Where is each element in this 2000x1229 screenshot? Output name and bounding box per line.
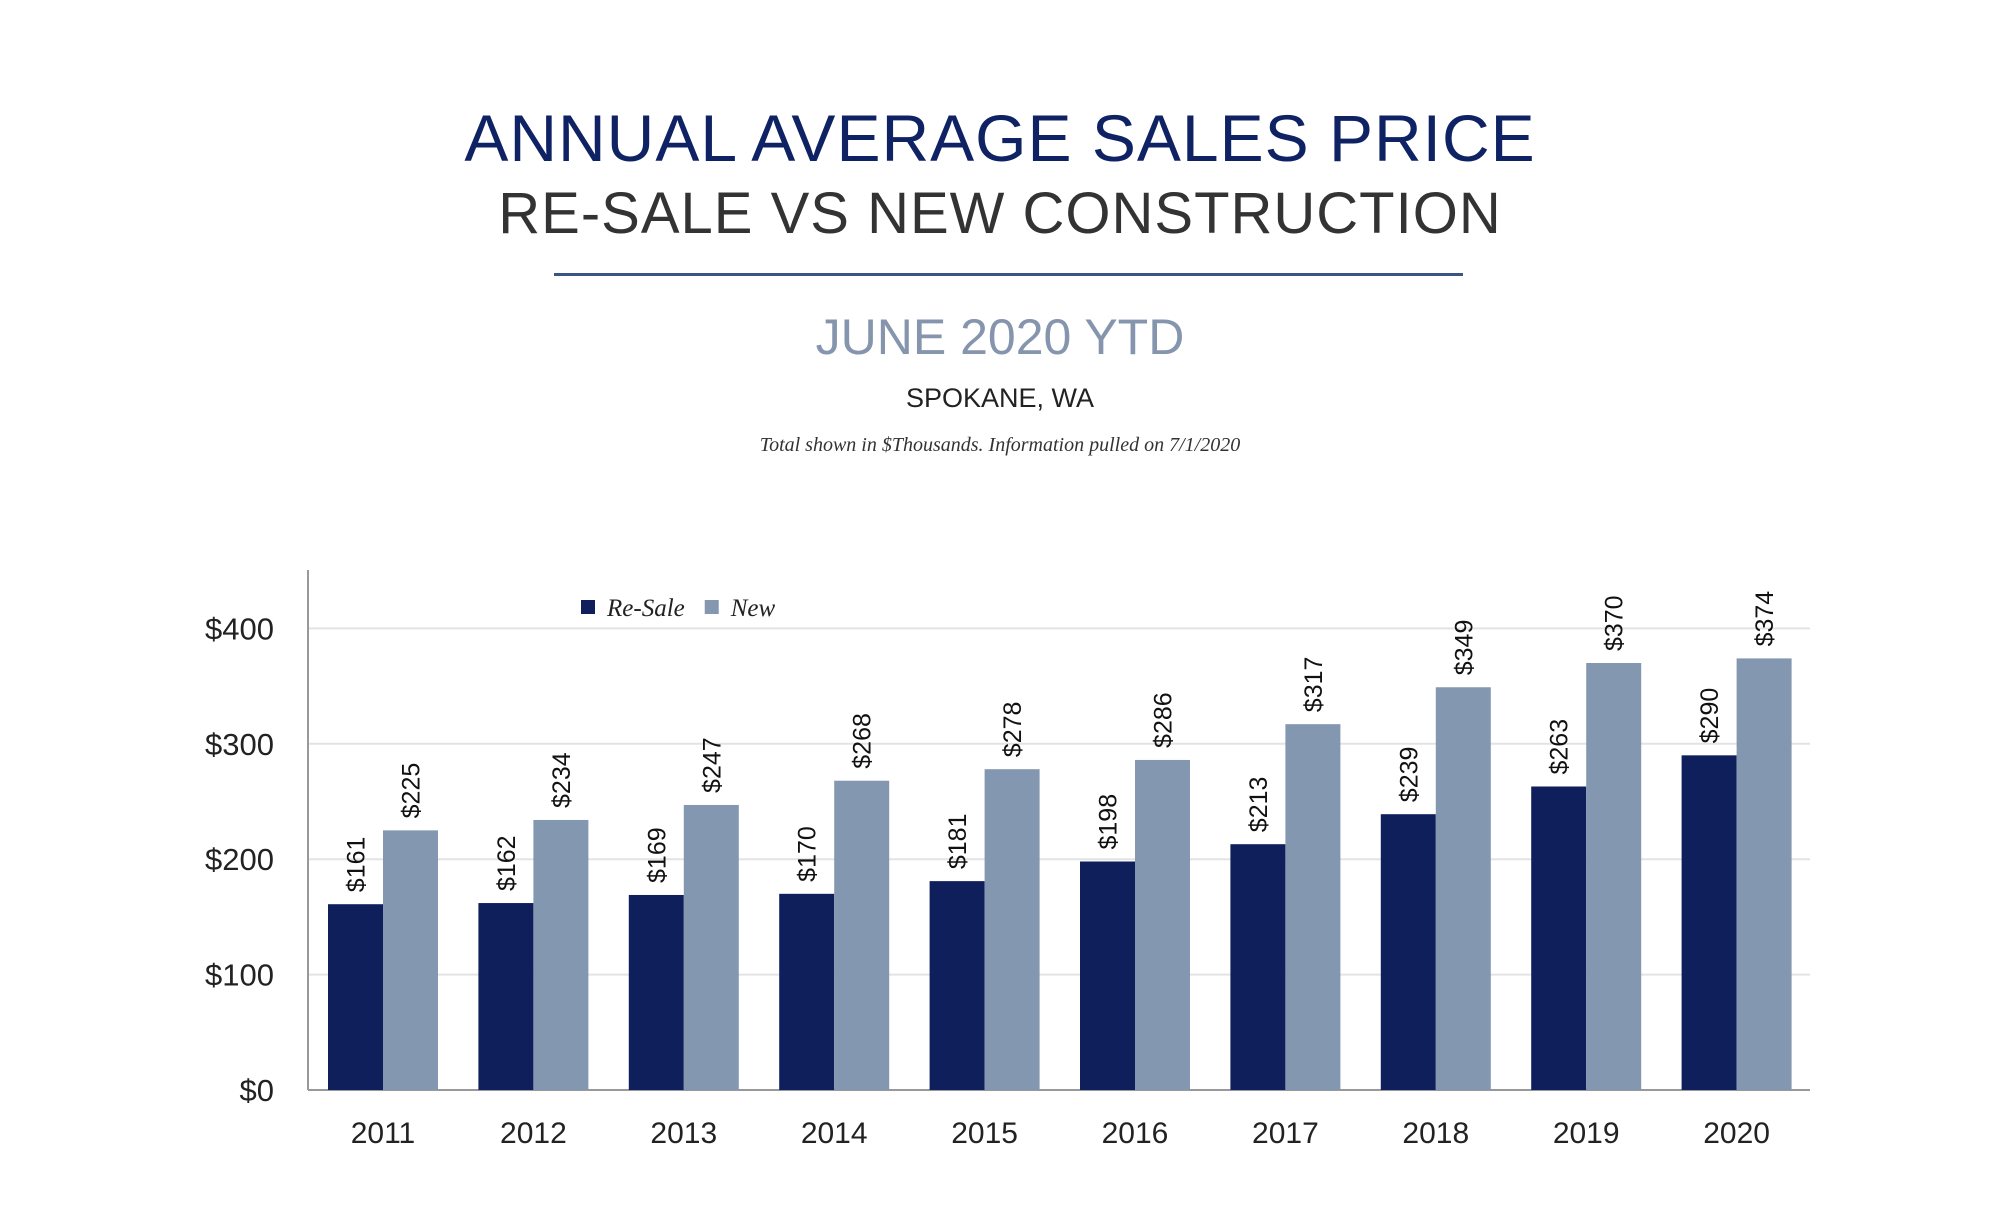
bar-new-2020 bbox=[1736, 658, 1792, 1090]
data-label: $181 bbox=[944, 814, 972, 870]
data-label: $290 bbox=[1696, 688, 1724, 744]
x-tick-label: 2016 bbox=[1102, 1117, 1169, 1150]
data-label: $247 bbox=[698, 737, 726, 793]
legend-label-re-sale: Re-Sale bbox=[606, 595, 685, 622]
note-label: Total shown in $Thousands. Information p… bbox=[759, 434, 1241, 456]
x-tick-label: 2019 bbox=[1553, 1117, 1620, 1150]
x-tick-label: 2018 bbox=[1402, 1117, 1469, 1150]
data-label: $161 bbox=[343, 837, 371, 893]
bar-new-2012 bbox=[533, 819, 589, 1090]
divider bbox=[554, 273, 1463, 276]
bar-new-2013 bbox=[683, 804, 739, 1090]
legend-swatch-new bbox=[704, 600, 719, 614]
period-label: JUNE 2020 YTD bbox=[815, 309, 1185, 365]
bar-new-2011 bbox=[383, 830, 438, 1090]
data-label: $374 bbox=[1751, 591, 1779, 647]
data-label: $263 bbox=[1546, 719, 1574, 775]
bar-re-sale-2019 bbox=[1531, 786, 1587, 1090]
data-label: $239 bbox=[1395, 747, 1423, 803]
data-label: $349 bbox=[1450, 620, 1478, 676]
legend-label-new: New bbox=[730, 595, 776, 622]
y-tick-label: $400 bbox=[205, 611, 274, 646]
bar-new-2017 bbox=[1285, 724, 1341, 1090]
chart-subtitle: RE-SALE VS NEW CONSTRUCTION bbox=[498, 181, 1502, 246]
x-tick-label: 2013 bbox=[650, 1117, 717, 1150]
chart-title: ANNUAL AVERAGE SALES PRICE bbox=[464, 101, 1536, 175]
location-label: SPOKANE, WA bbox=[905, 383, 1095, 413]
bar-new-2018 bbox=[1435, 687, 1491, 1090]
data-label: $162 bbox=[493, 835, 521, 891]
data-label: $213 bbox=[1245, 777, 1273, 833]
bar-new-2015 bbox=[984, 769, 1040, 1090]
bar-re-sale-2012 bbox=[478, 903, 534, 1090]
x-tick-label: 2014 bbox=[801, 1117, 868, 1150]
x-tick-label: 2015 bbox=[951, 1117, 1018, 1150]
y-tick-label: $300 bbox=[205, 727, 274, 762]
data-label: $268 bbox=[849, 713, 877, 769]
data-label: $317 bbox=[1300, 657, 1328, 713]
data-label: $170 bbox=[794, 826, 822, 882]
data-label: $370 bbox=[1601, 595, 1629, 651]
x-tick-label: 2017 bbox=[1252, 1117, 1319, 1150]
bar-re-sale-2016 bbox=[1080, 861, 1135, 1090]
bar-re-sale-2011 bbox=[328, 904, 383, 1090]
bar-re-sale-2020 bbox=[1681, 755, 1737, 1090]
bar-re-sale-2017 bbox=[1230, 844, 1286, 1090]
bar-new-2014 bbox=[834, 780, 890, 1090]
data-label: $286 bbox=[1150, 692, 1178, 748]
bar-re-sale-2014 bbox=[779, 893, 835, 1090]
x-tick-label: 2012 bbox=[500, 1117, 567, 1150]
y-tick-label: $0 bbox=[240, 1073, 274, 1108]
data-label: $169 bbox=[643, 827, 671, 883]
bar-re-sale-2013 bbox=[628, 894, 684, 1090]
data-label: $234 bbox=[548, 752, 576, 808]
x-tick-label: 2011 bbox=[351, 1117, 416, 1150]
legend-swatch-re-sale bbox=[581, 600, 595, 614]
data-label: $198 bbox=[1095, 794, 1123, 850]
data-label: $225 bbox=[398, 763, 426, 819]
bar-new-2016 bbox=[1135, 759, 1190, 1090]
y-tick-label: $200 bbox=[205, 842, 274, 877]
bar-re-sale-2015 bbox=[929, 881, 985, 1090]
data-label: $278 bbox=[999, 702, 1027, 758]
y-tick-label: $100 bbox=[205, 958, 274, 993]
bar-new-2019 bbox=[1586, 663, 1642, 1090]
bar-re-sale-2018 bbox=[1380, 814, 1436, 1090]
x-tick-label: 2020 bbox=[1703, 1117, 1770, 1150]
